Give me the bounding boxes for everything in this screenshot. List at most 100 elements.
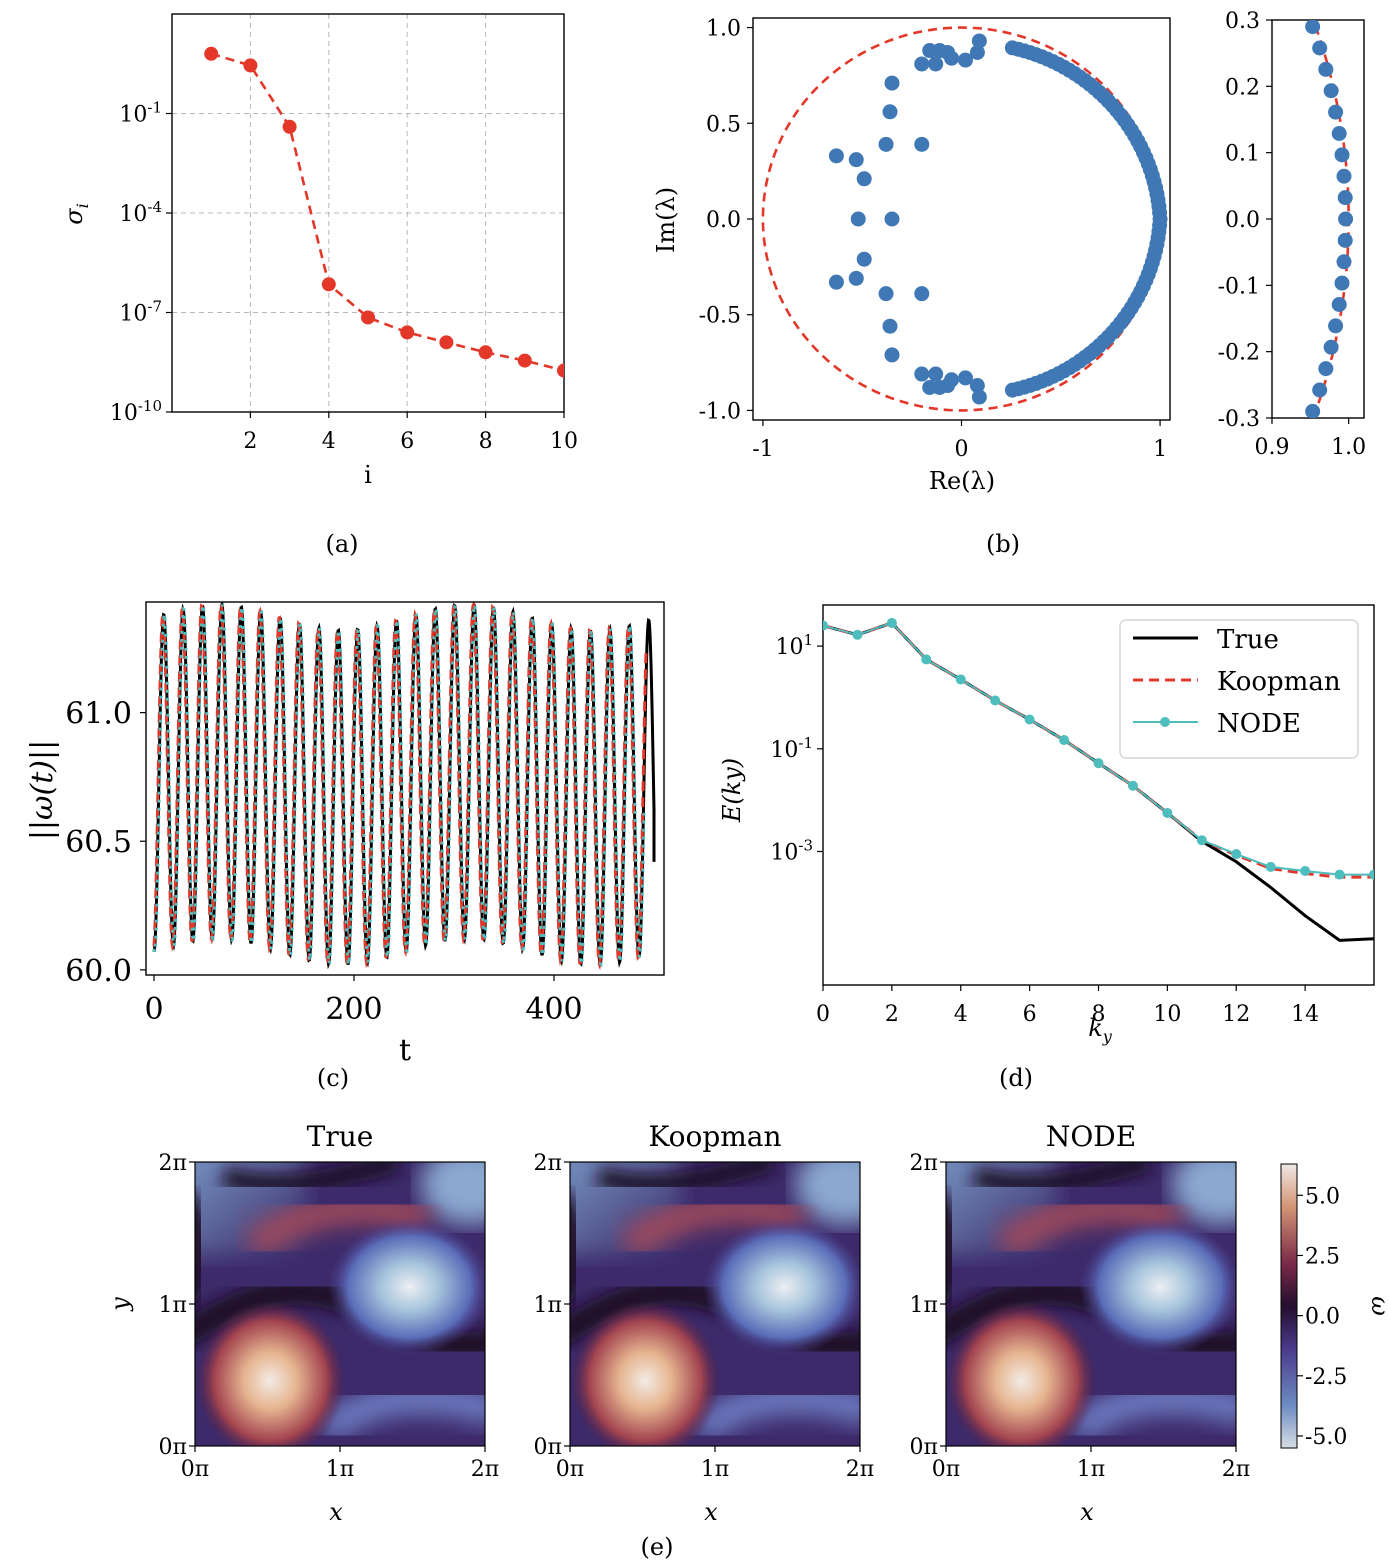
eigenvalue-point — [971, 389, 987, 405]
caption-c: (c) — [317, 1064, 349, 1092]
y-tick-label: 60.5 — [65, 825, 132, 860]
x-tick-label: 2π — [846, 1457, 874, 1482]
y-axis-label: ||ω(t)|| — [25, 740, 60, 840]
plot-frame — [752, 17, 1171, 421]
legend-label: True — [1217, 625, 1279, 655]
colorbar-tick-label: 5.0 — [1305, 1184, 1340, 1209]
x-tick-label: 200 — [325, 992, 382, 1027]
field-corner-cool-right — [420, 1162, 485, 1225]
inset-eigenvalue-point — [1334, 147, 1350, 163]
inset-eigenvalue-point — [1318, 361, 1334, 377]
field-cool-band-bottom — [315, 1383, 485, 1444]
eigenvalue-point — [969, 378, 985, 394]
node-marker — [1231, 849, 1242, 860]
series-clip — [204, 46, 564, 378]
node-marker — [990, 695, 1001, 706]
eigenvalue-point — [828, 148, 844, 164]
eigenvalue-point — [878, 286, 894, 302]
node-marker — [1334, 869, 1345, 880]
node-marker — [886, 617, 897, 628]
eigenvalue-point — [1004, 40, 1020, 56]
series-clip — [823, 617, 1374, 942]
x-tick-label: 6 — [1023, 1002, 1037, 1027]
field-negative-vortex — [702, 1218, 860, 1355]
y-tick-label: 1π — [910, 1293, 938, 1318]
inset-eigenvalue-point — [1337, 232, 1353, 248]
data-point — [517, 353, 532, 368]
inset-eigenvalue-point — [1331, 126, 1347, 142]
x-tick-label: 1π — [326, 1457, 354, 1482]
field-positive-vortex — [195, 1300, 346, 1446]
y-tick-label: 2π — [159, 1151, 187, 1176]
node-marker — [1127, 780, 1138, 791]
y-tick-label: 0.0 — [706, 208, 741, 233]
y-tick-label: 0π — [910, 1435, 938, 1460]
inset-eigenvalue-point — [1312, 40, 1328, 56]
eigenvalue-point — [957, 52, 973, 68]
field-warm-band — [994, 1193, 1183, 1260]
x-axis-label: Re(λ) — [929, 467, 995, 495]
x-tick-label: 2 — [243, 429, 257, 454]
eigenvalue-point — [914, 136, 930, 152]
eigenvalue-point — [914, 286, 930, 302]
x-tick-label: -1 — [752, 437, 773, 462]
x-axis-label: x — [1080, 1498, 1094, 1526]
eigenvalue-point — [944, 372, 960, 388]
x-axis-label: x — [704, 1498, 718, 1526]
panel-b-eigenvalues: -1 0 1 1.0 0.5 0.0 -0.5 -1.0 Re(λ) Im(λ) — [652, 17, 1171, 495]
field-negative-vortex — [1078, 1218, 1236, 1355]
inset-eigenvalue-point — [1336, 168, 1352, 184]
inset-y-tick-label: 0.3 — [1225, 9, 1260, 34]
y-tick-label: 1.0 — [706, 17, 741, 42]
data-point — [282, 119, 297, 134]
field-dark-band-top — [220, 1162, 401, 1195]
field-negative-vortex — [327, 1218, 485, 1355]
y-tick-label: 10-7 — [119, 298, 162, 327]
x-axis-label: t — [399, 1033, 411, 1068]
colorbar-tick-label: 2.5 — [1305, 1244, 1340, 1269]
x-axis-label: i — [364, 461, 372, 489]
colorbar-tick-label: 0.0 — [1305, 1305, 1340, 1330]
y-tick-label: 61.0 — [65, 697, 132, 732]
x-tick-label: 8 — [479, 429, 493, 454]
inset-y-tick-label: 0.2 — [1225, 75, 1260, 100]
y-tick-label: 10-1 — [119, 99, 162, 128]
node-marker — [852, 629, 863, 640]
field-dark-band-left — [195, 1195, 212, 1304]
y-tick-label: 60.0 — [65, 954, 132, 989]
eigenvalue-point — [878, 136, 894, 152]
colorbar — [1280, 1163, 1298, 1449]
y-axis-label: Im(λ) — [652, 187, 680, 253]
eigenvalue-point — [957, 370, 973, 386]
eigenvalue-point — [856, 171, 872, 187]
inset-clip — [1305, 20, 1354, 418]
legend: True Koopman NODE — [1119, 619, 1359, 759]
eigenvalue-point — [828, 274, 844, 290]
x-tick-label: 6 — [400, 429, 414, 454]
eigenvalue-point — [944, 50, 960, 66]
heatmap-title: True — [307, 1120, 374, 1153]
data-point — [243, 58, 258, 73]
caption-b: (b) — [986, 530, 1020, 558]
x-tick-label: 1π — [1077, 1457, 1105, 1482]
data-point — [478, 345, 493, 360]
x-tick-label: 12 — [1222, 1002, 1250, 1027]
colorbar-label: ω — [1366, 1296, 1388, 1316]
inset-eigenvalue-point — [1318, 61, 1334, 77]
y-tick-label: 1π — [159, 1293, 187, 1318]
x-tick-label: 4 — [322, 429, 336, 454]
field-positive-vortex — [946, 1300, 1097, 1446]
y-tick-label: 0.5 — [706, 112, 741, 137]
x-tick-label: 10 — [550, 429, 578, 454]
eigenvalue-point — [1004, 382, 1020, 398]
eigenvalue-point — [971, 33, 987, 49]
x-tick-label: 2π — [471, 1457, 499, 1482]
y-tick-label: 10-10 — [110, 397, 162, 426]
caption-d: (d) — [999, 1064, 1033, 1092]
panel-a-singular-values: 2 4 6 8 10 10-1 10-4 10-7 10-10 i σi — [60, 13, 578, 489]
inset-y-tick-label: -0.2 — [1218, 341, 1260, 366]
inset-eigenvalue-point — [1338, 211, 1354, 227]
field-positive-vortex — [570, 1300, 721, 1446]
y-tick-label: 0π — [534, 1435, 562, 1460]
y-tick-label: -0.5 — [699, 304, 741, 329]
